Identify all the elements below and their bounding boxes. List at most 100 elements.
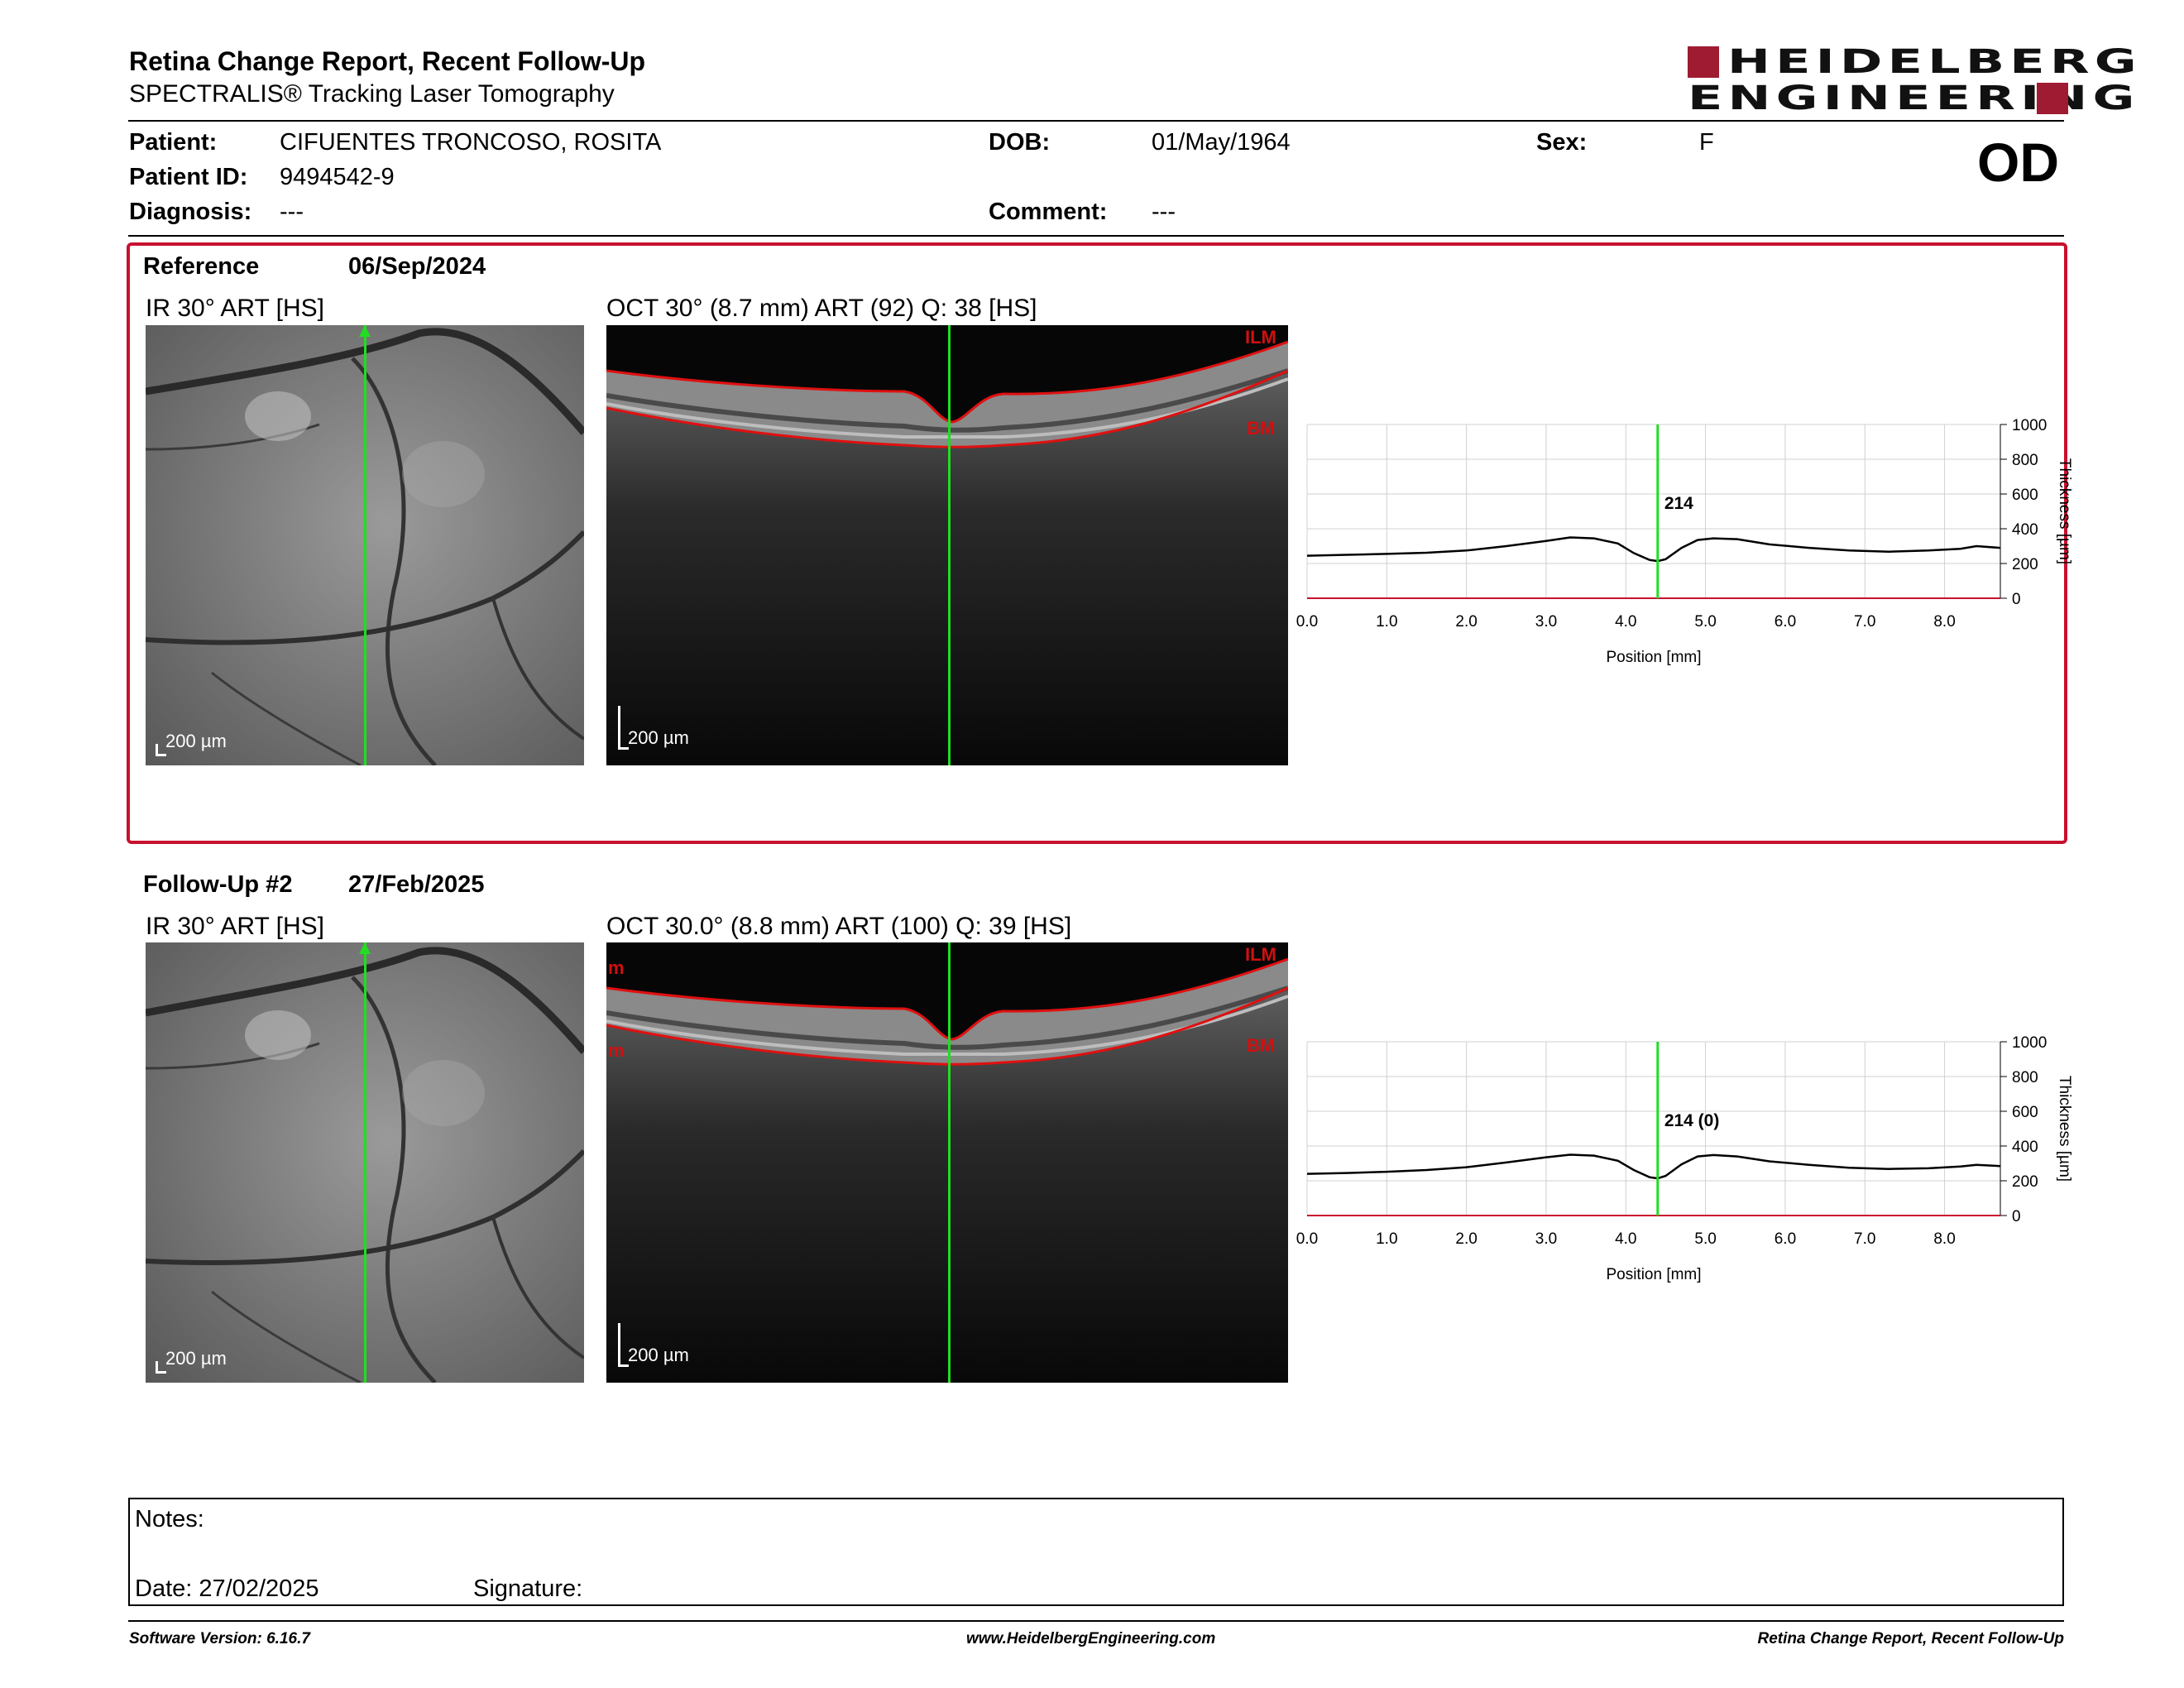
followup-ir-caption: IR 30° ART [HS]	[146, 913, 324, 940]
x-axis-label: Position [mm]	[1606, 1266, 1701, 1283]
y-tick-label: 600	[2012, 487, 2038, 504]
x-tick-label: 4.0	[1615, 613, 1636, 631]
x-tick-label: 3.0	[1535, 613, 1557, 631]
scan-arrow-icon	[359, 325, 371, 337]
notes-label: Notes:	[135, 1506, 204, 1532]
bm-label: BM	[1247, 1035, 1276, 1056]
website-link[interactable]: www.HeidelbergEngineering.com	[966, 1630, 1216, 1647]
logo-square-icon	[1688, 46, 1719, 78]
reference-frame	[127, 242, 2067, 844]
logo-square-icon	[2037, 83, 2068, 114]
followup-ir-image[interactable]: 200 µm	[146, 942, 584, 1383]
y-tick-label: 800	[2012, 1069, 2038, 1086]
reference-ir-image[interactable]: 200 µm	[146, 325, 584, 765]
reference-date: 06/Sep/2024	[348, 253, 486, 280]
bm-label: BM	[1247, 418, 1276, 439]
header-divider	[128, 120, 2064, 122]
followup-oct-caption: OCT 30.0° (8.8 mm) ART (100) Q: 39 [HS]	[606, 913, 1072, 940]
scale-label: 200 µm	[628, 1345, 689, 1365]
y-tick-label: 400	[2012, 1139, 2038, 1156]
x-tick-label: 7.0	[1854, 613, 1875, 631]
x-tick-label: 8.0	[1933, 613, 1955, 631]
cursor-value-label: 214	[1664, 494, 1693, 513]
y-tick-label: 200	[2012, 1173, 2038, 1191]
plot-area	[1306, 424, 2001, 599]
y-tick-label: 0	[2012, 1208, 2021, 1225]
followup-oct-image[interactable]: ILM BM m m 200 µm	[606, 942, 1288, 1383]
y-tick-label: 1000	[2012, 1034, 2047, 1052]
comment-value: ---	[1152, 199, 1176, 225]
notes-box[interactable]: Notes: Date: 27/02/2025 Signature:	[128, 1498, 2064, 1606]
x-tick-label: 3.0	[1535, 1230, 1557, 1248]
scale-bar	[156, 744, 166, 756]
scale-label: 200 µm	[165, 1348, 227, 1369]
y-tick-label: 600	[2012, 1104, 2038, 1121]
x-tick-label: 1.0	[1376, 613, 1397, 631]
y-axis-label: Thickness [µm]	[2056, 1076, 2073, 1182]
cursor-value-label: 214 (0)	[1664, 1111, 1720, 1130]
ilm-label: ILM	[1245, 944, 1276, 965]
followup-label: Follow-Up #2	[143, 871, 293, 898]
software-version: Software Version: 6.16.7	[129, 1630, 310, 1647]
scale-label: 200 µm	[165, 731, 227, 751]
signature-label: Signature:	[473, 1575, 583, 1602]
scan-position-line	[948, 942, 951, 1383]
reference-oct-image[interactable]: ILM BM 200 µm	[606, 325, 1288, 765]
dob-value: 01/May/1964	[1152, 129, 1291, 156]
y-tick-label: 1000	[2012, 417, 2047, 434]
eye-indicator: OD	[1977, 132, 2059, 193]
scale-label: 200 µm	[628, 727, 689, 748]
dob-label: DOB:	[989, 129, 1051, 156]
diagnosis-label: Diagnosis:	[129, 199, 252, 225]
notes-date: Date: 27/02/2025	[135, 1575, 319, 1602]
comment-label: Comment:	[989, 199, 1108, 225]
reference-ir-caption: IR 30° ART [HS]	[146, 295, 324, 322]
report-subtitle: SPECTRALIS® Tracking Laser Tomography	[129, 80, 615, 108]
plot-area	[1306, 1041, 2001, 1216]
sex-label: Sex:	[1536, 129, 1588, 156]
ilm-marker-label: m	[608, 957, 625, 978]
scale-bar	[618, 1323, 629, 1367]
x-tick-label: 5.0	[1694, 1230, 1716, 1248]
oct-bscan	[606, 340, 1288, 765]
scale-bar	[156, 1361, 166, 1374]
scale-bar	[618, 706, 629, 750]
fundus-vessels	[146, 328, 584, 765]
x-tick-label: 0.0	[1296, 1230, 1318, 1248]
bm-marker-label: m	[608, 1040, 625, 1061]
patient-label: Patient:	[129, 129, 218, 156]
thickness-curve	[1306, 536, 2001, 563]
patient-id-label: Patient ID:	[129, 164, 248, 190]
y-tick-label: 0	[2012, 591, 2021, 608]
scan-line	[364, 942, 366, 1383]
thickness-curve	[1306, 1153, 2001, 1180]
reference-label: Reference	[143, 253, 260, 280]
sex-value: F	[1699, 129, 1714, 156]
x-tick-label: 0.0	[1296, 613, 1318, 631]
x-tick-label: 6.0	[1774, 613, 1796, 631]
x-tick-label: 5.0	[1694, 613, 1716, 631]
fundus-vessels	[146, 947, 584, 1383]
diagnosis-value: ---	[280, 199, 304, 225]
x-tick-label: 6.0	[1774, 1230, 1796, 1248]
reference-oct-caption: OCT 30° (8.7 mm) ART (92) Q: 38 [HS]	[606, 295, 1037, 322]
x-tick-label: 2.0	[1455, 1230, 1477, 1248]
patient-id-value: 9494542-9	[280, 164, 395, 190]
y-axis-label: Thickness [µm]	[2056, 458, 2073, 564]
logo-line2: ENGINEERING	[1688, 79, 2140, 117]
y-tick-label: 400	[2012, 521, 2038, 539]
scan-line	[364, 325, 366, 765]
y-tick-label: 200	[2012, 556, 2038, 573]
ilm-label: ILM	[1245, 327, 1276, 348]
scan-arrow-icon	[359, 942, 371, 954]
logo-line1: HEIDELBERG	[1727, 43, 2142, 81]
report-title: Retina Change Report, Recent Follow-Up	[129, 46, 646, 76]
x-tick-label: 7.0	[1854, 1230, 1875, 1248]
reference-thickness-chart: 0.0 1.0 2.0 3.0 4.0 5.0 6.0 7.0 8.0 0 200 400 600 800…	[1296, 417, 2073, 666]
x-tick-label: 8.0	[1933, 1230, 1955, 1248]
footer-report-name: Retina Change Report, Recent Follow-Up	[1757, 1630, 2064, 1647]
footer-divider	[128, 1620, 2064, 1622]
scan-position-line	[948, 325, 951, 765]
x-axis-label: Position [mm]	[1606, 649, 1701, 666]
followup-date: 27/Feb/2025	[348, 871, 485, 898]
